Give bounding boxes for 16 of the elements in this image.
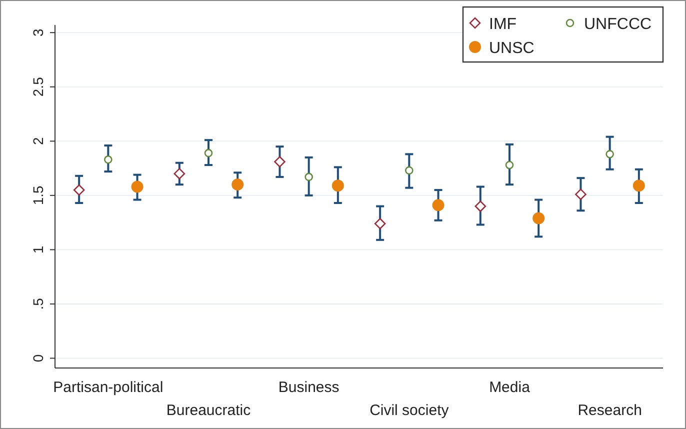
legend-label: IMF [489, 16, 517, 33]
legend-label: UNFCCC [584, 16, 652, 33]
y-tick-label: 3 [30, 28, 46, 36]
y-tick-label: 1 [30, 246, 46, 254]
y-tick-label: 0 [30, 354, 46, 362]
x-tick-label: Research [578, 402, 642, 419]
y-tick-label: 1.5 [30, 185, 46, 206]
y-tick-label: .5 [30, 298, 46, 310]
y-tick-label: 2.5 [30, 76, 46, 97]
x-tick-label: Partisan-political [53, 379, 164, 396]
x-tick-label: Media [489, 379, 531, 396]
x-tick-label: Business [278, 379, 340, 396]
x-tick-label: Civil society [370, 402, 450, 419]
legend-label: UNSC [489, 40, 534, 57]
x-tick-label: Bureaucratic [166, 402, 252, 419]
y-tick-label: 2 [30, 137, 46, 146]
